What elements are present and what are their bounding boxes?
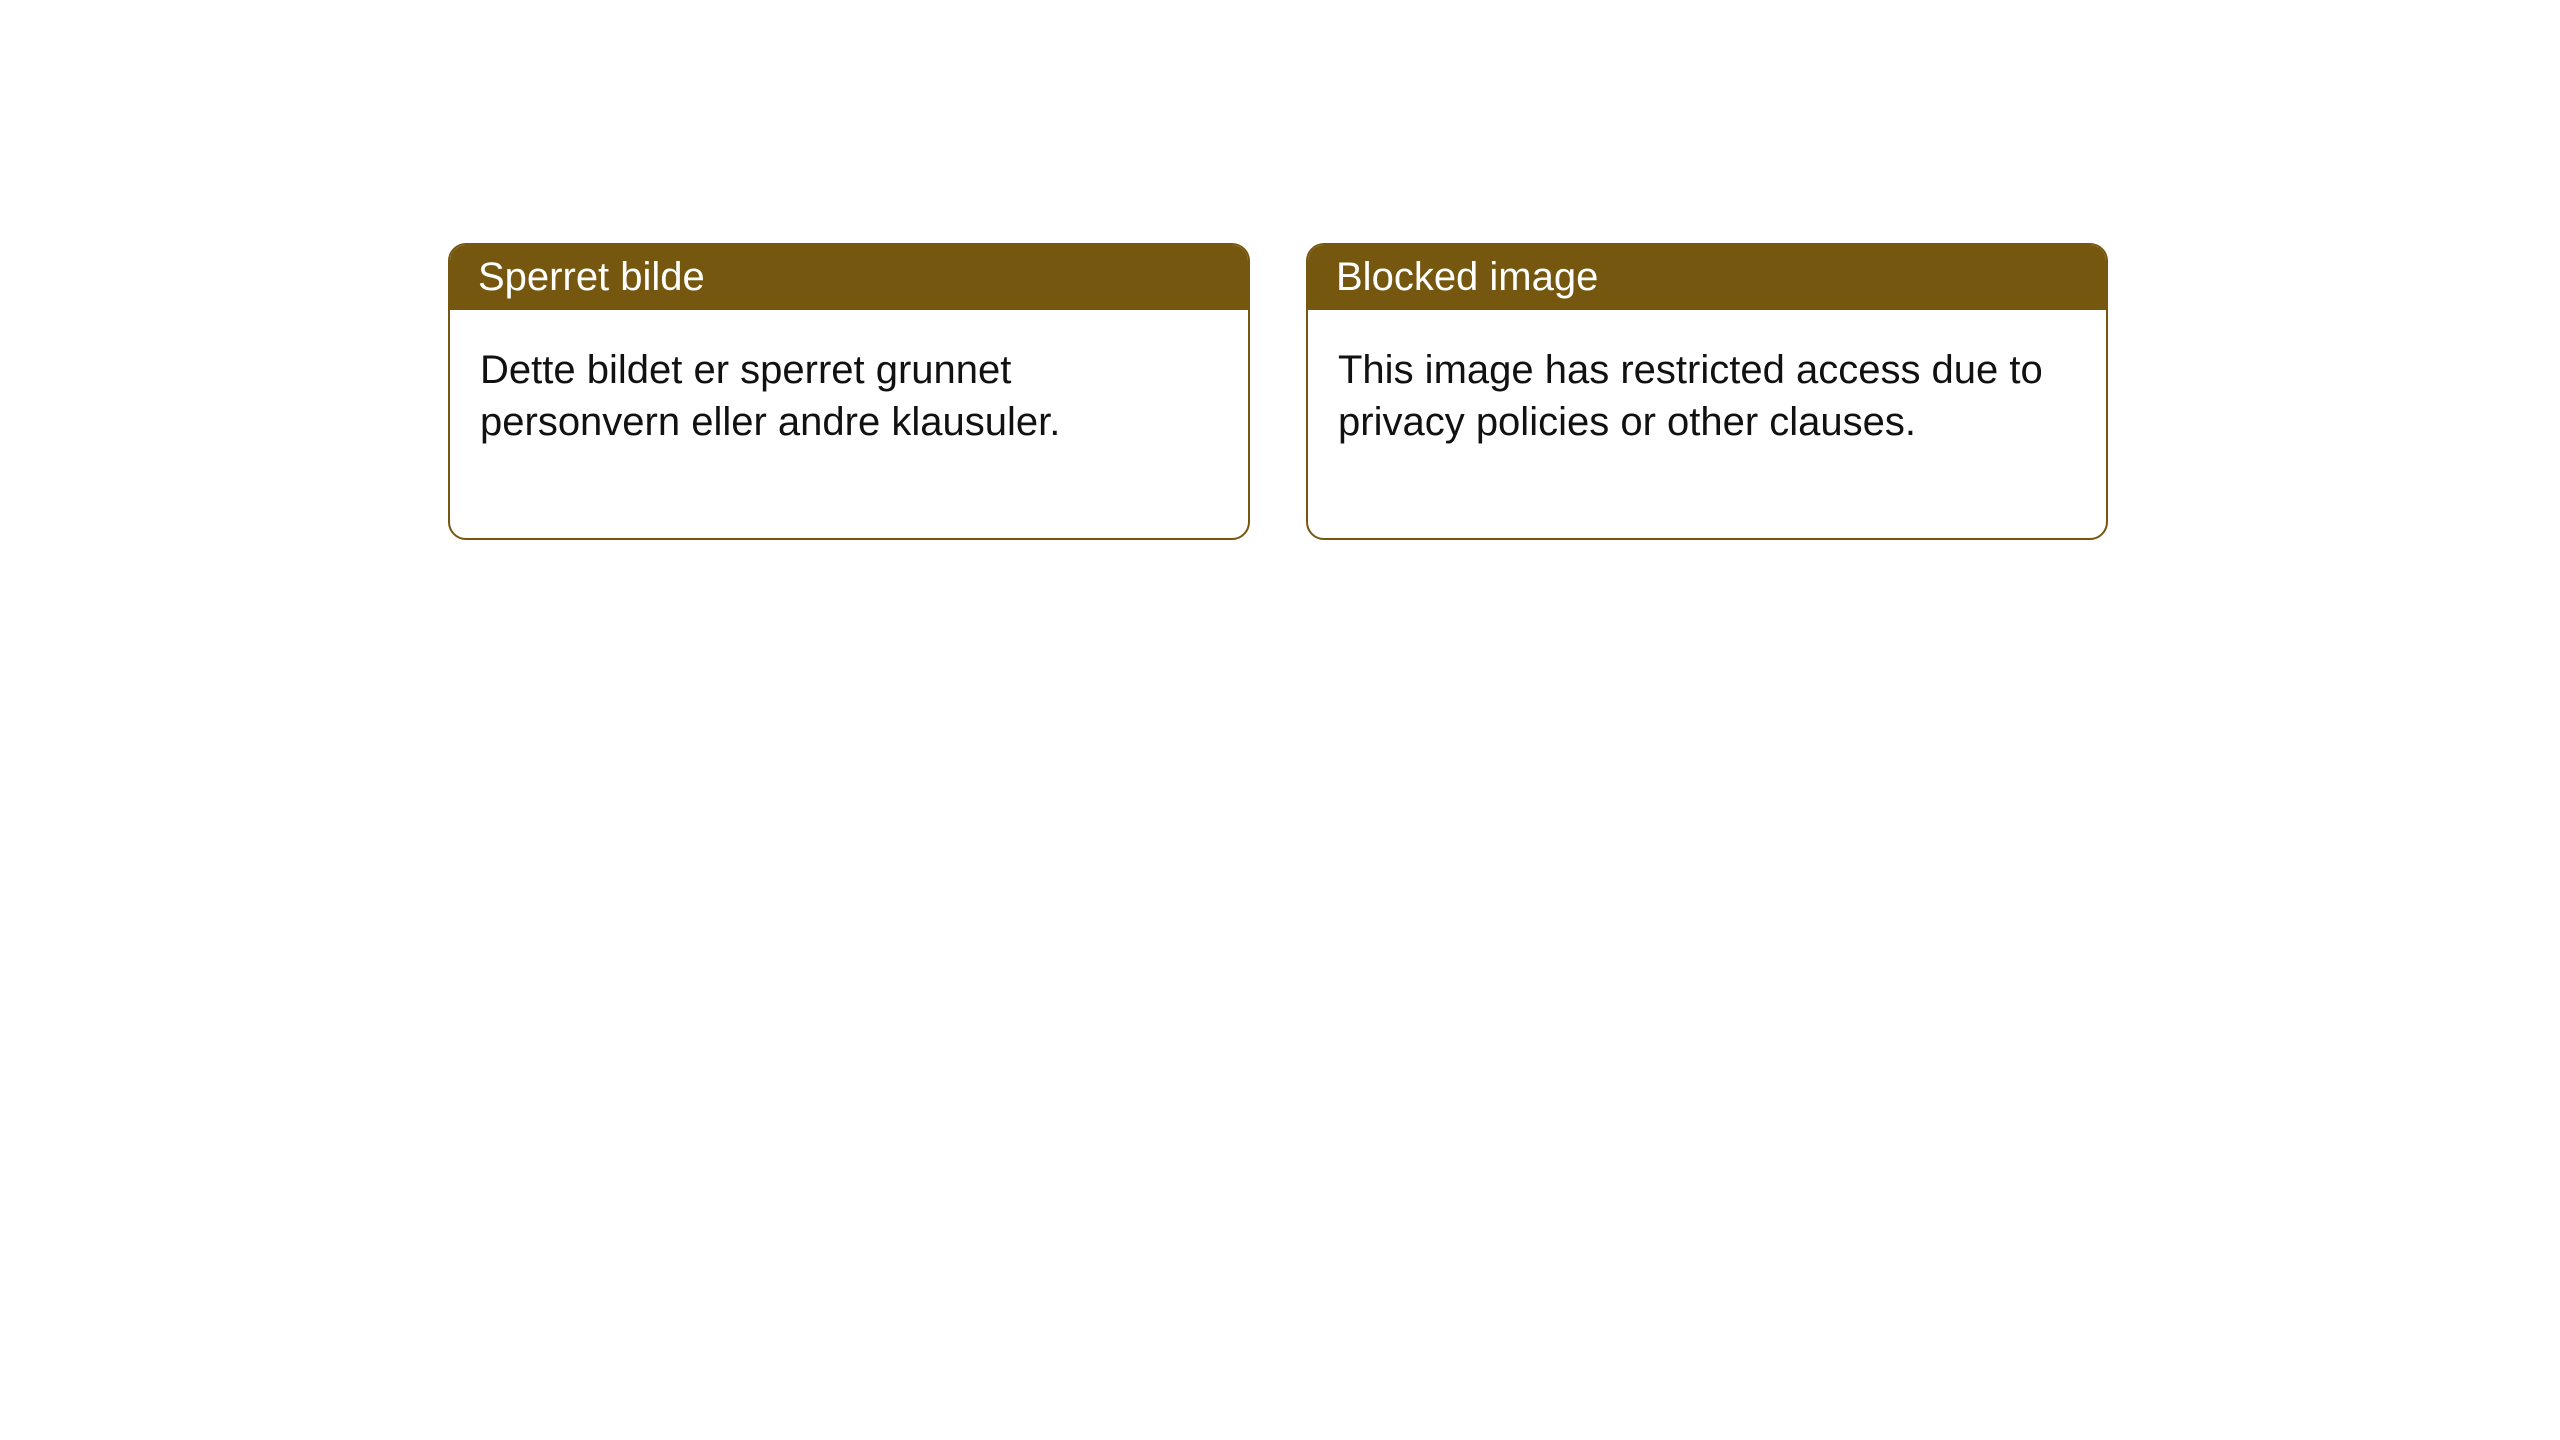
notice-card-english: Blocked image This image has restricted … (1306, 243, 2108, 540)
card-header: Blocked image (1308, 245, 2106, 310)
notice-card-norwegian: Sperret bilde Dette bildet er sperret gr… (448, 243, 1250, 540)
card-title: Blocked image (1336, 255, 1598, 299)
card-body-text: This image has restricted access due to … (1338, 348, 2043, 444)
card-header: Sperret bilde (450, 245, 1248, 310)
card-body: Dette bildet er sperret grunnet personve… (450, 310, 1248, 538)
card-body: This image has restricted access due to … (1308, 310, 2106, 538)
card-title: Sperret bilde (478, 255, 705, 299)
card-body-text: Dette bildet er sperret grunnet personve… (480, 348, 1060, 444)
notice-cards-container: Sperret bilde Dette bildet er sperret gr… (0, 0, 2560, 540)
